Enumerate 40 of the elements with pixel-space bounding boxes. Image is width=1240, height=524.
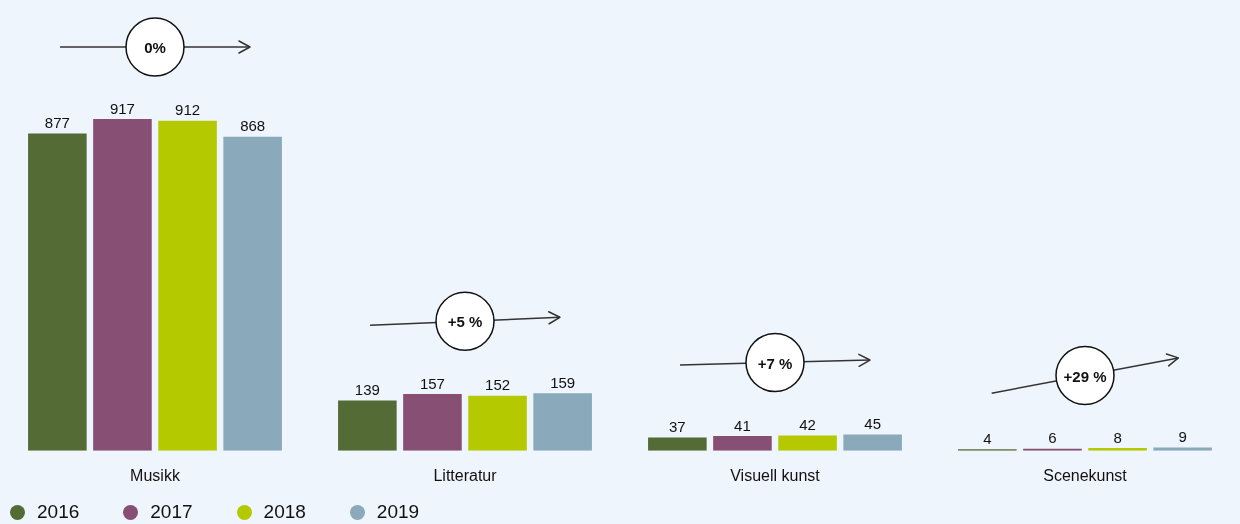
data-label: 159 — [550, 373, 576, 391]
bar — [713, 435, 772, 451]
bar — [533, 393, 592, 451]
bar — [468, 395, 527, 451]
x-tick-label: Visuell kunst — [730, 466, 821, 484]
data-label: 912 — [175, 101, 201, 119]
data-label: 877 — [44, 114, 70, 132]
annotation: +29 % — [1063, 367, 1107, 385]
x-tick-label: Litteratur — [433, 466, 498, 484]
legend-label: 2016 — [37, 501, 80, 523]
bar — [223, 136, 282, 451]
data-label: 41 — [734, 416, 751, 434]
data-label: 45 — [864, 415, 881, 433]
bar — [778, 435, 837, 451]
data-label: 8 — [1113, 428, 1122, 446]
annotation: +7 % — [757, 354, 793, 372]
data-label: 9 — [1178, 428, 1187, 446]
data-label: 868 — [240, 117, 266, 135]
data-label: 139 — [354, 381, 380, 399]
legend-label: 2017 — [150, 501, 193, 523]
text: 0% — [144, 38, 166, 56]
data-label: 152 — [485, 376, 511, 394]
bar — [338, 400, 397, 451]
x-tick-label: Musikk — [130, 466, 181, 484]
legend-label: 2019 — [376, 501, 420, 523]
bar — [93, 119, 152, 451]
bar — [843, 434, 902, 451]
x-tick-label: Scenekunst — [1043, 466, 1128, 484]
annotation: +5 % — [447, 312, 483, 330]
data-label: 917 — [109, 99, 135, 117]
data-label: 42 — [799, 416, 816, 434]
bar — [28, 133, 87, 451]
data-label: 4 — [983, 429, 992, 447]
data-label: 37 — [669, 418, 686, 436]
data-label: 157 — [419, 374, 445, 392]
bar — [648, 437, 707, 451]
legend-label: 2018 — [263, 501, 306, 523]
bar — [403, 394, 462, 451]
data-label: 6 — [1048, 429, 1057, 447]
bar — [158, 120, 217, 451]
